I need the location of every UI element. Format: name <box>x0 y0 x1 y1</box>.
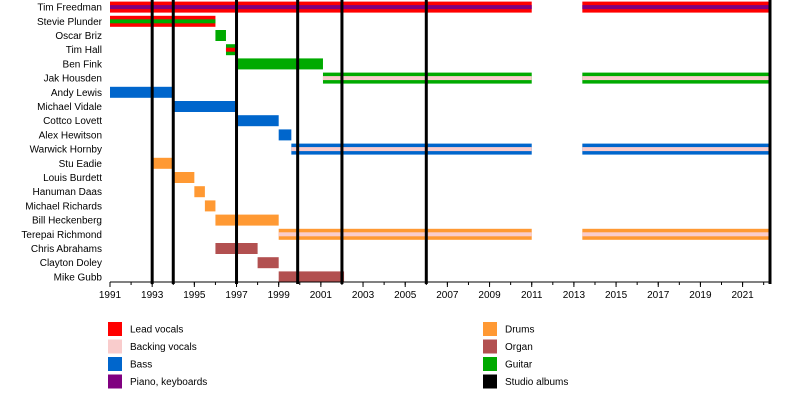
legend-label: Organ <box>505 342 533 353</box>
legend-label: Drums <box>505 325 534 336</box>
legend-label: Piano, keyboards <box>130 377 207 388</box>
legend-swatch <box>483 357 497 371</box>
legend-label: Studio albums <box>505 377 568 388</box>
member-label: Cottco Lovett <box>43 116 102 127</box>
member-label: Stevie Plunder <box>37 17 103 28</box>
x-tick-label: 2001 <box>310 290 333 301</box>
member-bar-secondary <box>110 5 532 10</box>
member-label: Michael Vidale <box>37 102 102 113</box>
member-bar-secondary <box>582 147 770 152</box>
member-label: Hanuman Daas <box>33 187 102 198</box>
x-tick-label: 2007 <box>436 290 459 301</box>
member-bar <box>110 86 174 98</box>
legend-label: Backing vocals <box>130 342 197 353</box>
studio-album-lines-layer <box>150 0 772 284</box>
member-label: Terepai Richmond <box>21 230 102 241</box>
member-label: Jak Housden <box>44 74 102 85</box>
member-bar-secondary <box>582 76 770 81</box>
member-label: Mike Gubb <box>54 272 103 283</box>
member-labels-layer: Tim Freedman Stevie Plunder Oscar Briz Tim … <box>21 3 103 284</box>
member-bar-secondary <box>278 232 532 237</box>
member-label: Clayton Doley <box>40 258 102 269</box>
legend-label: Lead vocals <box>130 325 183 336</box>
legend-swatch <box>108 374 122 389</box>
member-bar <box>204 200 216 212</box>
member-bar <box>236 115 279 127</box>
x-tick-label: 2011 <box>521 290 543 301</box>
x-tick-label: 1997 <box>225 290 248 301</box>
x-tick-label: 2017 <box>647 290 670 301</box>
x-tick-label: 2003 <box>352 290 375 301</box>
member-bar <box>278 271 345 283</box>
legend-swatch <box>108 357 122 371</box>
member-label: Ben Fink <box>63 59 103 70</box>
x-tick-label: 1991 <box>99 290 122 301</box>
member-label: Warwick Hornby <box>30 145 102 156</box>
member-label: Tim Hall <box>66 45 102 56</box>
member-bar-secondary <box>225 47 237 52</box>
member-label: Tim Freedman <box>37 3 102 14</box>
x-tick-label: 2019 <box>689 290 712 301</box>
member-label: Michael Richards <box>25 201 102 212</box>
member-bar <box>215 214 279 226</box>
member-bar <box>236 58 323 70</box>
x-tick-label: 1993 <box>141 290 164 301</box>
legend-swatch <box>483 374 497 389</box>
member-bar <box>173 172 195 183</box>
x-axis: 1991 1993 1995 1997 1999 2001 2003 2005 2007 2009… <box>99 281 770 301</box>
member-bar <box>152 157 174 169</box>
member-bar-secondary <box>582 5 770 10</box>
member-label: Stu Eadie <box>59 159 103 170</box>
member-bar <box>194 186 205 198</box>
member-bar-secondary <box>110 19 216 24</box>
member-bar <box>278 129 292 141</box>
x-tick-label: 2009 <box>478 290 501 301</box>
legend-swatch <box>483 339 497 354</box>
x-tick-label: 2015 <box>605 290 628 301</box>
member-label: Bill Heckenberg <box>32 216 102 227</box>
member-bar-secondary <box>291 147 532 152</box>
legend-label: Guitar <box>505 360 533 371</box>
x-tick-label: 1995 <box>183 290 206 301</box>
legend-swatch <box>108 322 122 336</box>
member-label: Andy Lewis <box>51 88 102 99</box>
member-label: Chris Abrahams <box>31 244 102 255</box>
legend: Lead vocals Backing vocals Bass Piano, keyb… <box>108 322 568 389</box>
member-bar <box>257 257 279 269</box>
member-bar-secondary <box>582 232 770 237</box>
member-bars-layer <box>110 1 770 283</box>
member-bar <box>173 101 237 112</box>
x-tick-label: 2005 <box>394 290 417 301</box>
x-tick-label: 2021 <box>731 290 754 301</box>
member-label: Oscar Briz <box>55 31 102 42</box>
legend-swatch <box>108 339 122 354</box>
member-label: Louis Burdett <box>43 173 102 184</box>
legend-swatch <box>483 322 497 336</box>
member-label: Alex Hewitson <box>39 130 102 141</box>
member-bar <box>215 30 226 41</box>
legend-label: Bass <box>130 360 152 371</box>
x-tick-label: 2013 <box>563 290 586 301</box>
x-tick-label: 1999 <box>268 290 291 301</box>
